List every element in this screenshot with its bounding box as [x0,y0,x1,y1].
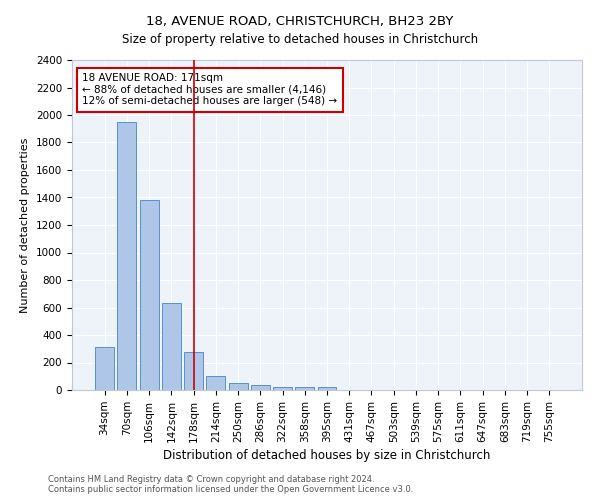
Y-axis label: Number of detached properties: Number of detached properties [20,138,31,312]
Bar [140,200,158,390]
Text: 18, AVENUE ROAD, CHRISTCHURCH, BH23 2BY: 18, AVENUE ROAD, CHRISTCHURCH, BH23 2BY [146,15,454,28]
Bar [317,387,337,390]
Bar [95,346,114,390]
Bar [229,383,248,390]
Bar [273,386,292,390]
X-axis label: Distribution of detached houses by size in Christchurch: Distribution of detached houses by size … [163,449,491,462]
Bar [251,385,270,390]
Bar [184,352,203,390]
Text: Size of property relative to detached houses in Christchurch: Size of property relative to detached ho… [122,32,478,46]
Bar [206,376,225,390]
Bar [295,387,314,390]
Text: Contains HM Land Registry data © Crown copyright and database right 2024.
Contai: Contains HM Land Registry data © Crown c… [48,474,413,494]
Bar [162,304,181,390]
Bar [118,122,136,390]
Text: 18 AVENUE ROAD: 171sqm
← 88% of detached houses are smaller (4,146)
12% of semi-: 18 AVENUE ROAD: 171sqm ← 88% of detached… [82,73,337,106]
